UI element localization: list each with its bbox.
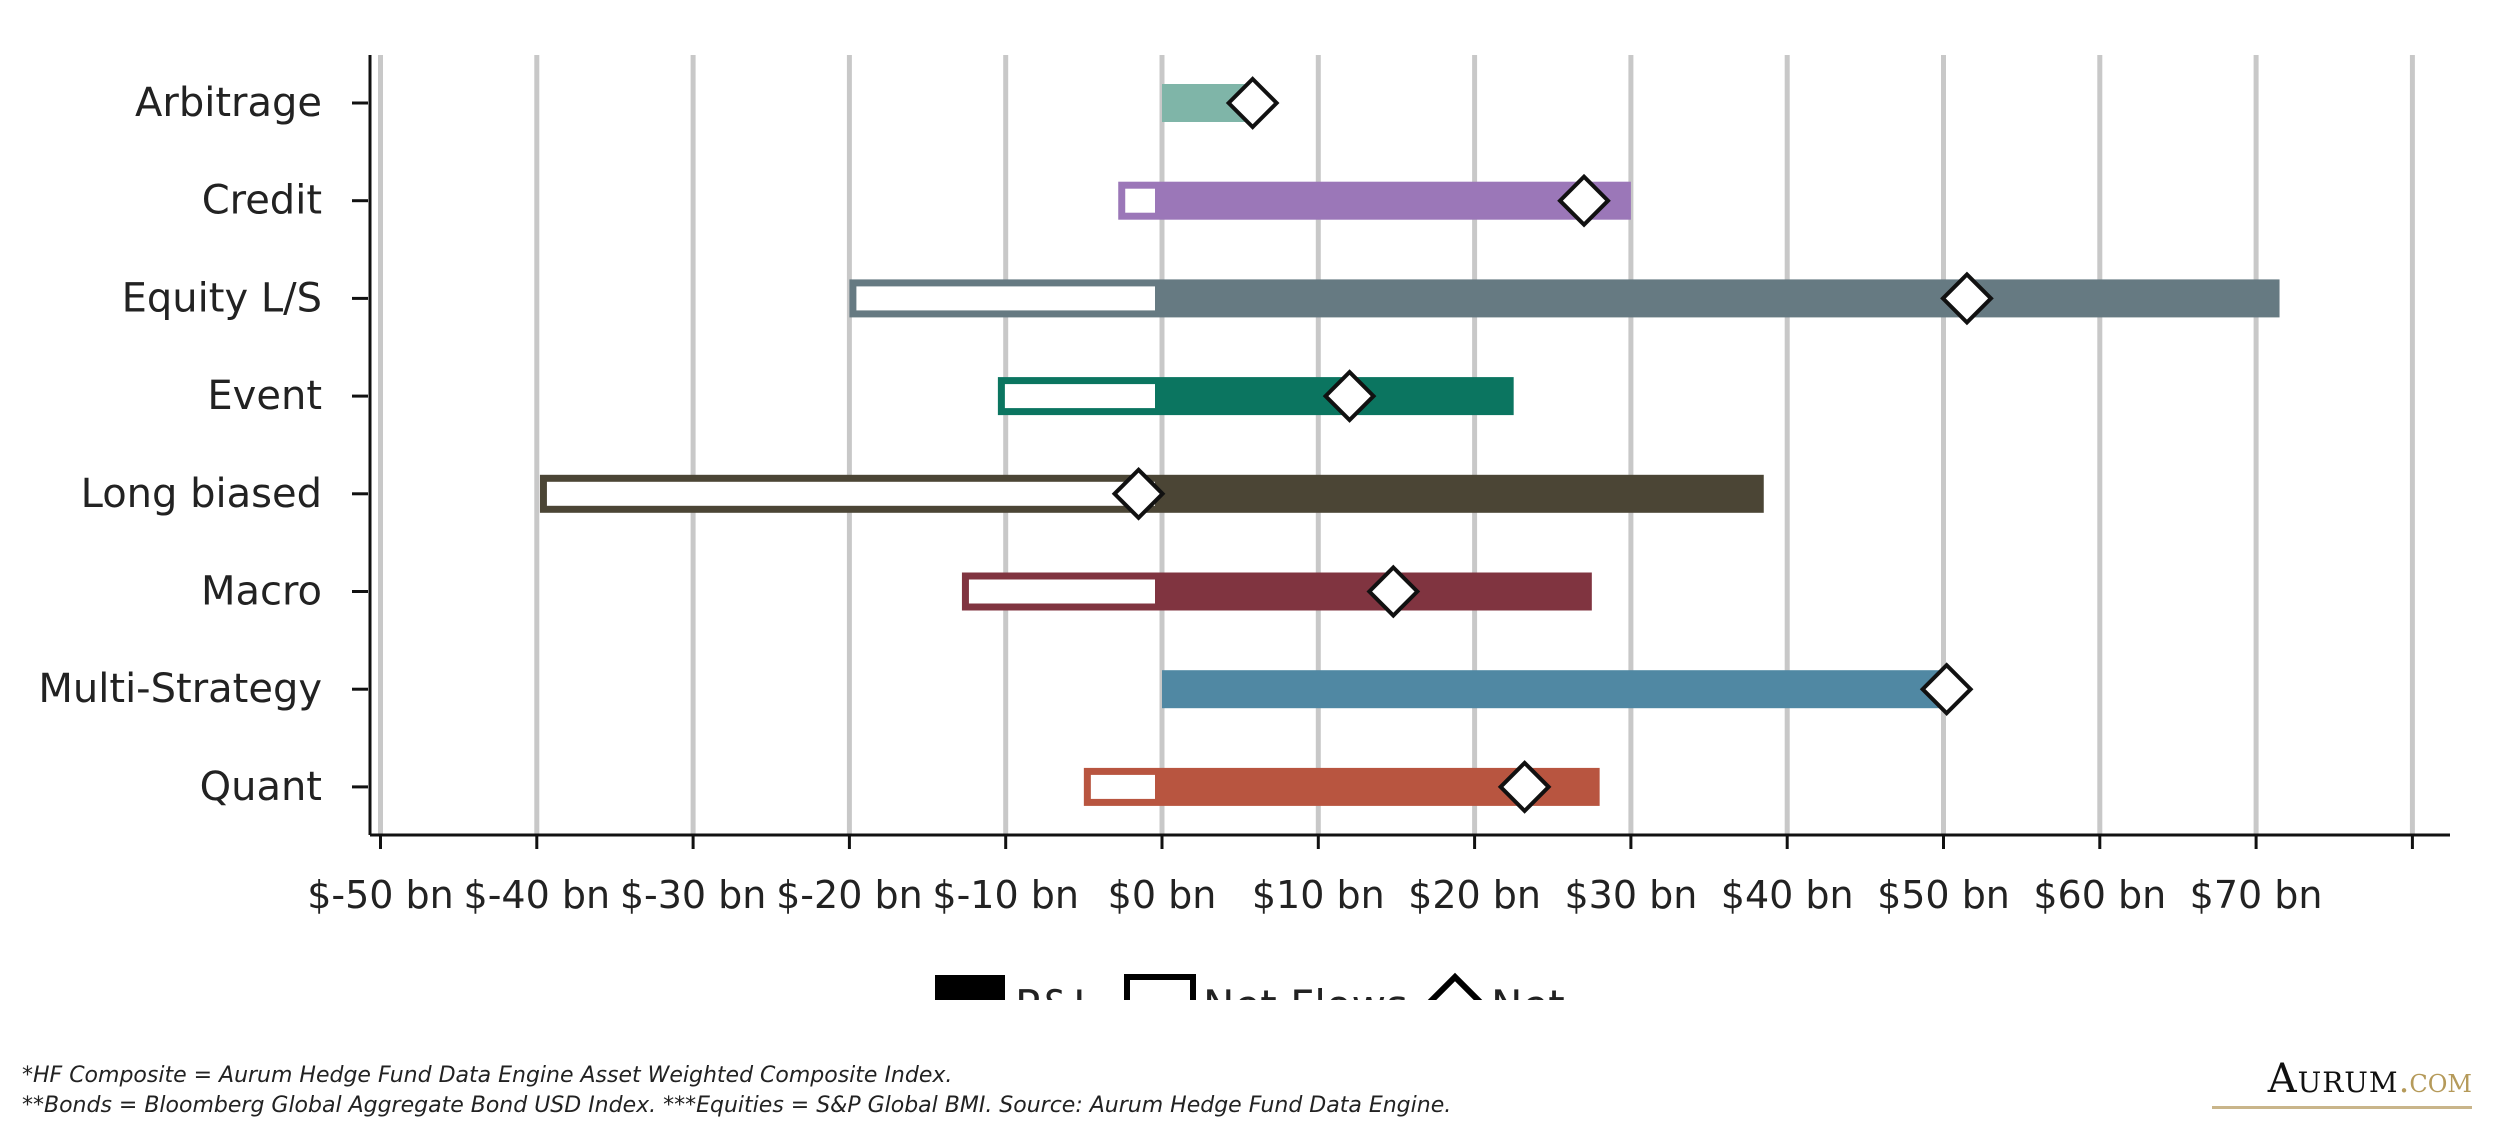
x-tick-label: $-20 bn: [776, 873, 923, 917]
brand-underline: [2212, 1106, 2472, 1109]
net-flows-bar-inner: [1004, 384, 1155, 409]
x-tick-label: $50 bn: [1877, 873, 2010, 917]
x-tick-label: $-10 bn: [932, 873, 1079, 917]
legend-swatch-net: [1427, 972, 1483, 1000]
pnl-bar: [1162, 670, 1944, 709]
pnl-bar: [1162, 181, 1631, 220]
category-label: Credit: [202, 178, 322, 224]
x-tick-label: $10 bn: [1252, 873, 1385, 917]
category-label: Arbitrage: [135, 80, 322, 126]
brand-suffix: .com: [2398, 1061, 2472, 1101]
x-tick-label: $60 bn: [2033, 873, 2166, 917]
x-tick-label: $70 bn: [2190, 873, 2323, 917]
bars: [539, 76, 2280, 814]
net-flows-bar-inner: [856, 286, 1155, 311]
net-flows-bar-inner: [1090, 774, 1155, 799]
category-label: Long biased: [81, 471, 322, 517]
x-tick-label: $-40 bn: [464, 873, 611, 917]
legend-swatch-pnl: [935, 975, 1005, 1000]
x-tick-label: $20 bn: [1408, 873, 1541, 917]
legend-label-net-flows: Net Flows: [1203, 981, 1408, 1000]
legend-swatch-net-flows: [1124, 974, 1196, 1000]
net-marker: [1322, 369, 1377, 423]
net-marker: [1497, 760, 1552, 814]
legend: P&L Net Flows Net: [935, 972, 1565, 1000]
x-tick-label: $-50 bn: [307, 873, 454, 917]
net-marker: [1366, 564, 1421, 619]
legend-label-pnl: P&L: [1015, 981, 1097, 1000]
category-label: Quant: [200, 764, 322, 810]
category-label: Macro: [201, 569, 322, 615]
legend-label-net: Net: [1491, 981, 1565, 1000]
net-flows-bar-inner: [1125, 188, 1155, 213]
net-marker: [1919, 662, 1974, 717]
net-flows-bar-inner: [968, 579, 1155, 604]
pnl-bar: [1162, 279, 2280, 318]
net-marker: [1225, 76, 1280, 130]
brand-name: Aurum: [2267, 1056, 2399, 1102]
pnl-flows-chart: Arbitrage Credit Equity L/S Event Long biase…: [38, 55, 2450, 1000]
footnote-1: *HF Composite = Aurum Hedge Fund Data En…: [22, 1063, 953, 1088]
category-label: Multi-Strategy: [38, 666, 322, 712]
net-marker: [1111, 466, 1166, 521]
footnote-2: **Bonds = Bloomberg Global Aggregate Bon…: [22, 1093, 1452, 1118]
x-tick-label: $0 bn: [1108, 873, 1217, 917]
category-label: Event: [207, 373, 322, 419]
x-tick-label: $30 bn: [1564, 873, 1697, 917]
net-marker: [1557, 173, 1611, 228]
net-marker: [1940, 271, 1994, 326]
x-tick-label: $-30 bn: [620, 873, 767, 917]
axes: Arbitrage Credit Equity L/S Event Long biase…: [38, 55, 2450, 917]
x-tick-label: $40 bn: [1721, 873, 1854, 917]
gridlines: [378, 55, 2415, 835]
brand-logo: Aurum.com: [2268, 1056, 2472, 1102]
pnl-bar: [1162, 474, 1764, 513]
net-flows-bar-inner: [546, 481, 1155, 506]
category-label: Equity L/S: [122, 275, 322, 321]
